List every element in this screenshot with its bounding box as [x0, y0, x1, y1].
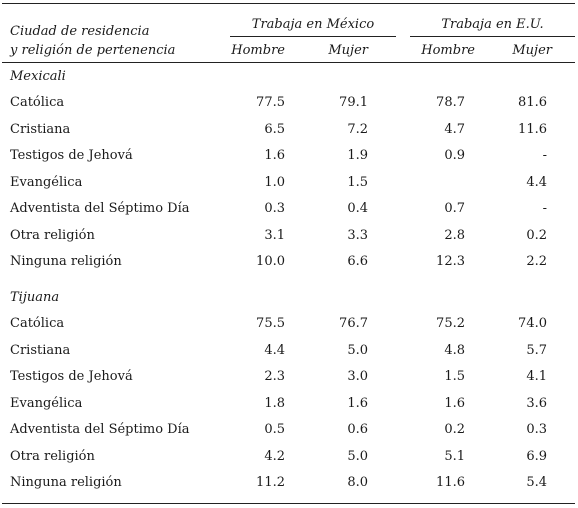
cell-hombre-mx: 75.5	[256, 316, 285, 331]
cell-hombre-mx: 77.5	[256, 95, 285, 110]
cell-hombre-eu: 0.9	[444, 148, 465, 163]
cell-mujer-mx: 0.4	[347, 201, 368, 216]
cell-hombre-eu: 0.7	[444, 201, 465, 216]
cell-hombre-mx: 4.2	[264, 448, 285, 464]
cell-hombre-eu: 1.6	[444, 395, 465, 411]
group-header-eu: Trabaja en E.U.	[441, 17, 544, 32]
cell-mujer-eu: 3.6	[526, 395, 547, 411]
cell-mujer-eu: 11.6	[518, 121, 547, 137]
header-rule	[2, 62, 575, 63]
cell-hombre-mx: 4.4	[264, 342, 285, 358]
cell-mujer-mx: 5.0	[347, 448, 368, 464]
row-label: Cristiana	[10, 342, 71, 358]
cell-mujer-eu: 0.2	[526, 227, 547, 243]
bottom-rule	[2, 503, 575, 504]
cell-mujer-eu: -	[542, 201, 547, 216]
cell-mujer-mx: 79.1	[339, 95, 368, 110]
cell-hombre-mx: 3.1	[264, 227, 285, 243]
cell-mujer-eu: 81.6	[518, 95, 547, 110]
cell-mujer-mx: 76.7	[339, 316, 368, 331]
group-rule-mexico	[230, 36, 396, 37]
row-label: Católica	[10, 316, 65, 331]
religion-table: Ciudad de residencia y religión de perte…	[2, 3, 575, 505]
row-label: Adventista del Séptimo Día	[10, 201, 190, 216]
cell-mujer-eu: 0.3	[526, 422, 547, 437]
cell-mujer-mx: 3.3	[347, 227, 368, 243]
cell-hombre-mx: 10.0	[256, 254, 285, 269]
section-title: Tijuana	[10, 290, 60, 305]
row-label: Otra religión	[10, 448, 95, 464]
section-title: Mexicali	[10, 69, 66, 84]
col-header-hombre-eu: Hombre	[421, 43, 475, 58]
cell-mujer-mx: 8.0	[347, 475, 368, 490]
cell-mujer-eu: 4.1	[526, 369, 547, 384]
cell-mujer-mx: 5.0	[347, 342, 368, 358]
cell-hombre-eu: 0.2	[444, 422, 465, 437]
col-header-mujer-mx: Mujer	[328, 43, 368, 58]
cell-mujer-mx: 1.5	[347, 174, 368, 190]
top-rule	[2, 3, 575, 4]
cell-hombre-mx: 1.8	[264, 395, 285, 411]
row-label: Ninguna religión	[10, 254, 122, 269]
group-header-mexico: Trabaja en México	[251, 17, 375, 32]
cell-hombre-mx: 2.3	[264, 369, 285, 384]
cell-hombre-eu: 4.8	[444, 342, 465, 358]
cell-hombre-mx: 0.3	[264, 201, 285, 216]
row-label: Católica	[10, 95, 65, 110]
cell-hombre-eu: 11.6	[436, 475, 465, 490]
row-label: Testigos de Jehová	[10, 369, 133, 384]
cell-mujer-eu: 6.9	[526, 448, 547, 464]
cell-hombre-eu: 75.2	[436, 316, 465, 331]
cell-hombre-eu: 2.8	[444, 227, 465, 243]
cell-mujer-eu: 5.4	[526, 475, 547, 490]
cell-mujer-mx: 1.6	[347, 395, 368, 411]
cell-hombre-eu: 4.7	[444, 121, 465, 137]
stub-header-line2: y religión de pertenencia	[10, 43, 176, 58]
cell-hombre-mx: 6.5	[264, 121, 285, 137]
row-label: Evangélica	[10, 395, 83, 411]
cell-mujer-eu: -	[542, 148, 547, 163]
stub-header-line1: Ciudad de residencia	[10, 24, 150, 39]
cell-mujer-mx: 3.0	[347, 369, 368, 384]
cell-hombre-eu: 78.7	[436, 95, 465, 110]
cell-hombre-mx: 0.5	[264, 422, 285, 437]
cell-mujer-mx: 6.6	[347, 254, 368, 269]
row-label: Testigos de Jehová	[10, 148, 133, 163]
col-header-hombre-mx: Hombre	[231, 43, 285, 58]
cell-hombre-eu: 12.3	[436, 254, 465, 269]
cell-mujer-eu: 5.7	[526, 342, 547, 358]
row-label: Ninguna religión	[10, 475, 122, 490]
row-label: Cristiana	[10, 121, 71, 137]
col-header-mujer-eu: Mujer	[512, 43, 552, 58]
cell-mujer-eu: 4.4	[526, 174, 547, 190]
cell-hombre-mx: 1.6	[264, 148, 285, 163]
cell-mujer-mx: 1.9	[347, 148, 368, 163]
group-rule-eu	[410, 36, 575, 37]
cell-hombre-eu: 1.5	[444, 369, 465, 384]
cell-mujer-mx: 7.2	[347, 121, 368, 137]
row-label: Otra religión	[10, 227, 95, 243]
cell-hombre-eu: 5.1	[444, 448, 465, 464]
row-label: Evangélica	[10, 174, 83, 190]
cell-mujer-eu: 2.2	[526, 254, 547, 269]
cell-mujer-mx: 0.6	[347, 422, 368, 437]
cell-hombre-mx: 1.0	[264, 174, 285, 190]
row-label: Adventista del Séptimo Día	[10, 422, 190, 437]
cell-mujer-eu: 74.0	[518, 316, 547, 331]
cell-hombre-mx: 11.2	[256, 475, 285, 490]
